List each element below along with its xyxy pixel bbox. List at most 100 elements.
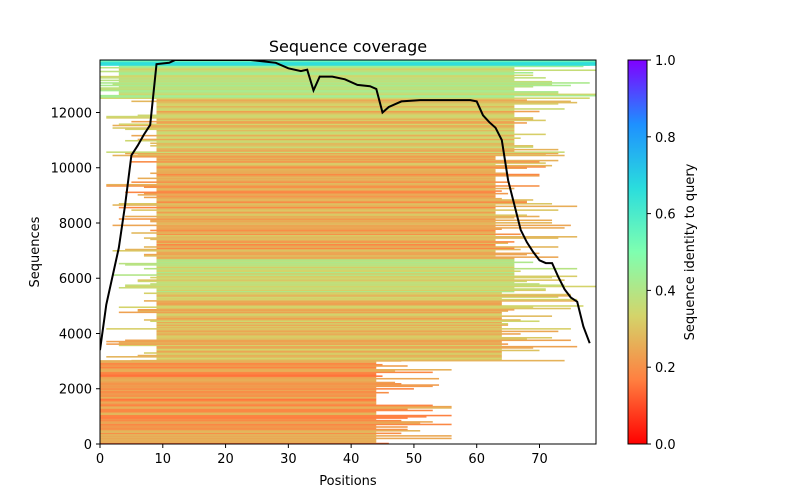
identity-bar — [156, 118, 534, 120]
identity-bar — [131, 155, 496, 158]
identity-bar — [100, 371, 433, 374]
y-tick-label: 4000 — [59, 327, 92, 342]
identity-bar — [131, 100, 571, 103]
identity-bar — [100, 97, 590, 99]
identity-bar — [156, 150, 515, 152]
identity-bar — [156, 251, 496, 253]
identity-bar — [100, 377, 440, 380]
identity-bar — [125, 339, 571, 342]
identity-bar — [156, 201, 527, 204]
x-tick-label: 20 — [217, 452, 234, 467]
identity-bar — [100, 376, 377, 379]
identity-bar — [112, 250, 496, 252]
identity-bar — [100, 400, 377, 403]
identity-bar — [156, 298, 578, 301]
identity-bar — [156, 335, 502, 338]
coverage-line — [100, 60, 591, 351]
identity-bar — [100, 82, 590, 84]
identity-bar — [118, 342, 502, 344]
identity-bar — [143, 186, 496, 189]
identity-bar — [118, 80, 553, 83]
identity-bar — [137, 310, 509, 312]
identity-bar — [118, 306, 534, 309]
identity-bar — [100, 362, 377, 365]
identity-bar — [100, 427, 377, 430]
identity-bar — [150, 219, 553, 222]
identity-bar — [137, 114, 515, 117]
identity-bar — [150, 238, 496, 241]
x-tick-label: 50 — [406, 452, 423, 467]
identity-bar — [156, 261, 534, 264]
identity-bar — [143, 192, 509, 195]
identity-bar — [156, 236, 578, 238]
identity-bar — [156, 347, 534, 349]
identity-bar — [100, 87, 515, 89]
identity-bar — [156, 210, 496, 213]
identity-bar — [156, 129, 515, 132]
identity-bar — [156, 329, 502, 331]
identity-bar — [118, 85, 534, 88]
identity-bar — [118, 69, 596, 72]
identity-bar — [137, 194, 496, 196]
identity-bar — [156, 195, 496, 197]
identity-bar — [156, 208, 496, 210]
identity-bar — [156, 187, 515, 190]
identity-bar — [137, 309, 515, 311]
identity-bar — [100, 422, 421, 424]
identity-bar — [156, 147, 515, 150]
identity-bar — [100, 379, 377, 381]
identity-bar — [156, 173, 540, 176]
identity-bar — [100, 89, 515, 92]
identity-bar — [156, 330, 559, 333]
identity-bar — [143, 319, 521, 321]
identity-bar — [156, 243, 496, 246]
identity-bar — [118, 91, 559, 93]
identity-bar — [156, 162, 546, 164]
identity-bar — [100, 410, 377, 413]
identity-bar — [118, 78, 515, 80]
identity-bar — [156, 296, 559, 298]
identity-bar — [156, 239, 496, 242]
identity-bar — [156, 200, 527, 203]
identity-bar — [100, 416, 427, 418]
identity-bar — [156, 266, 515, 269]
identity-bar — [156, 143, 515, 146]
identity-bar — [100, 431, 377, 433]
identity-bar — [100, 66, 515, 69]
identity-bar — [100, 394, 377, 397]
identity-bar — [156, 119, 546, 122]
identity-bar — [156, 175, 540, 177]
identity-bar — [143, 237, 559, 239]
identity-bar — [100, 402, 377, 404]
identity-bar — [125, 152, 559, 155]
identity-bar — [118, 218, 496, 220]
identity-bar — [112, 274, 515, 276]
identity-bar — [156, 338, 527, 340]
identity-bar — [100, 388, 414, 390]
identity-bar — [156, 164, 553, 167]
identity-bar — [150, 229, 496, 232]
identity-bar — [131, 359, 565, 362]
x-tick-label: 70 — [531, 452, 548, 467]
identity-bar — [156, 99, 527, 101]
identity-bar — [118, 92, 559, 94]
identity-bar — [156, 334, 502, 337]
identity-bar — [100, 412, 377, 414]
identity-bar — [156, 163, 496, 166]
identity-bar — [156, 133, 546, 136]
identity-bar — [156, 252, 540, 255]
identity-bar — [156, 288, 546, 290]
identity-bar — [131, 134, 515, 137]
identity-bar — [156, 241, 515, 243]
colorbar-tick-label: 0.0 — [655, 438, 676, 453]
identity-bar — [156, 278, 515, 280]
identity-bar — [156, 324, 509, 326]
identity-bar — [100, 60, 596, 63]
identity-bar — [156, 108, 565, 110]
identity-bars — [100, 60, 596, 444]
identity-bar — [156, 302, 502, 305]
x-axis: 0 10 20 30 40 50 60 70 — [96, 444, 548, 467]
plot-frame — [99, 59, 597, 445]
y-tick-label: 8000 — [59, 217, 92, 232]
identity-bar — [106, 356, 502, 358]
